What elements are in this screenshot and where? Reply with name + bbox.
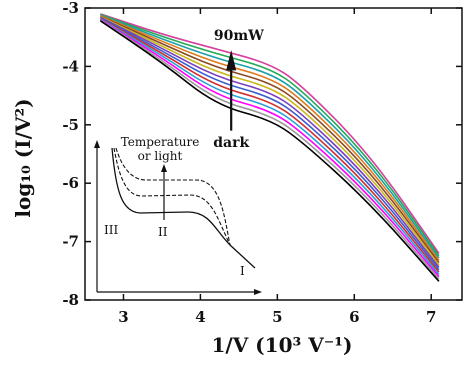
inset-curve-dark (111, 147, 256, 269)
inset-arrow-head (161, 164, 167, 172)
series-line (99, 18, 440, 278)
inset-region-label: III (104, 223, 118, 237)
y-tick-label: -4 (62, 57, 79, 75)
y-tick-label: -5 (62, 116, 79, 134)
inset-region-label: II (158, 225, 168, 239)
inset-region-label: I (240, 264, 245, 278)
series-layer (99, 13, 440, 282)
series-line (100, 13, 440, 254)
series-line (99, 19, 440, 280)
x-axis-title: 1/V (10³ V⁻¹) (211, 333, 352, 357)
series-line (100, 14, 440, 259)
inset-label-or-light: or light (138, 149, 183, 163)
series-line (100, 13, 440, 257)
plot-frame (84, 7, 463, 301)
x-tick-label: 5 (272, 308, 282, 326)
y-tick-label: -8 (62, 291, 79, 309)
series-line (100, 16, 440, 268)
series-line (100, 17, 440, 271)
x-tick-label: 7 (426, 308, 436, 326)
inset-curve-mid (113, 147, 231, 246)
inset-y-arrow (94, 140, 100, 148)
series-line (100, 14, 440, 261)
x-tick-label: 4 (195, 308, 205, 326)
arrow-head (226, 50, 237, 71)
series-line (100, 16, 440, 266)
annotation-layer: 90mW dark (213, 28, 264, 151)
y-axis-title: log₁₀ (I/V²) (11, 98, 35, 217)
inset-curve-high (115, 147, 231, 246)
inset-label-temperature: Temperature (121, 135, 200, 149)
x-tick-label: 3 (118, 308, 128, 326)
series-line (99, 18, 440, 275)
annotation-top-label: 90mW (214, 28, 264, 44)
tick-layer: 3 4 5 6 7 -3 -4 -5 -6 -7 -8 (62, 0, 462, 326)
y-tick-label: -7 (62, 233, 79, 251)
y-tick-label: -3 (62, 0, 79, 17)
plot-frame-rect (84, 7, 463, 301)
inset-x-arrow (254, 289, 262, 295)
annotation-bottom-label: dark (213, 135, 249, 151)
x-tick-label: 6 (349, 308, 359, 326)
series-line (100, 15, 440, 264)
series-line (99, 20, 440, 282)
series-line (99, 17, 440, 273)
y-tick-label: -6 (62, 174, 79, 192)
